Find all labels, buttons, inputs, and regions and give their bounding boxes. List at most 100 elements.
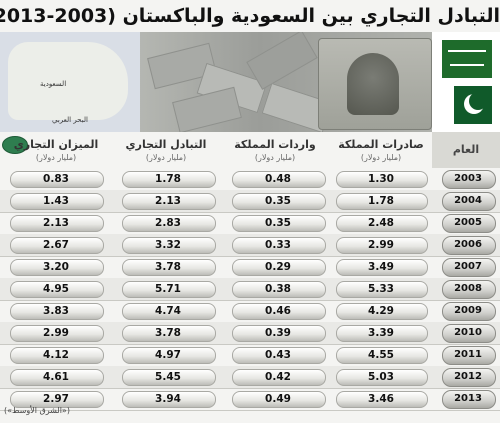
- cell-exports: 4.55: [368, 349, 394, 361]
- value-pill: [232, 325, 326, 342]
- year-pill: [442, 192, 496, 211]
- year-pill: [442, 258, 496, 277]
- table-row: 4.61 5.45 0.42 5.03 2012: [0, 366, 500, 389]
- cell-year: 2004: [454, 195, 482, 206]
- table-row: 2.97 3.94 0.49 3.46 2013: [0, 388, 500, 411]
- value-pill: [336, 193, 428, 210]
- cell-balance: 0.83: [43, 173, 69, 185]
- cell-exports: 3.46: [368, 393, 394, 405]
- value-pill: [232, 193, 326, 210]
- value-pill: [10, 391, 104, 408]
- flags-panel: [432, 32, 500, 132]
- cell-year: 2003: [454, 173, 482, 184]
- cell-year: 2005: [454, 217, 482, 228]
- cell-balance: 4.12: [43, 349, 69, 361]
- value-pill: [10, 347, 104, 364]
- year-pill: [442, 214, 496, 233]
- cell-imports: 0.35: [265, 217, 291, 229]
- cell-year: 2013: [454, 393, 482, 404]
- cell-balance: 4.95: [43, 283, 69, 295]
- map-label-saudi: السعودية: [40, 80, 67, 88]
- banknote-image: [172, 86, 242, 132]
- cell-balance: 1.43: [43, 195, 69, 207]
- value-pill: [232, 303, 326, 320]
- value-pill: [232, 259, 326, 276]
- map-label-sea: البحر العربي: [52, 116, 88, 124]
- cell-exports: 4.29: [368, 305, 394, 317]
- value-pill: [10, 193, 104, 210]
- cell-exports: 5.33: [368, 283, 394, 295]
- banknote-image: [246, 32, 318, 90]
- value-pill: [122, 281, 216, 298]
- value-pill: [336, 391, 428, 408]
- table-row: 1.43 2.13 0.35 1.78 2004: [0, 190, 500, 213]
- table-row: 2.13 2.83 0.35 2.48 2005: [0, 212, 500, 235]
- cell-exports: 2.48: [368, 217, 394, 229]
- value-pill: [10, 369, 104, 386]
- value-pill: [122, 237, 216, 254]
- cell-imports: 0.39: [265, 327, 291, 339]
- map-landmass: [8, 42, 128, 120]
- value-pill: [122, 391, 216, 408]
- table-row: 2.99 3.78 0.39 3.39 2010: [0, 322, 500, 345]
- table-row: 0.83 1.78 0.48 1.30 2003: [0, 168, 500, 191]
- value-pill: [122, 215, 216, 232]
- cell-imports: 0.35: [265, 195, 291, 207]
- value-pill: [122, 259, 216, 276]
- cell-imports: 0.29: [265, 261, 291, 273]
- cell-trade: 1.78: [155, 173, 181, 185]
- value-pill: [10, 303, 104, 320]
- king-portrait: [347, 53, 399, 115]
- saudi-flag-icon: [442, 40, 492, 78]
- year-pill: [442, 368, 496, 387]
- value-pill: [10, 171, 104, 188]
- cell-trade: 4.97: [155, 349, 181, 361]
- value-pill: [336, 325, 428, 342]
- value-pill: [232, 391, 326, 408]
- column-header-balance: الميزان التجاري (مليار دولار): [13, 138, 99, 162]
- value-pill: [336, 215, 428, 232]
- year-pill: [442, 346, 496, 365]
- value-pill: [336, 347, 428, 364]
- cell-imports: 0.48: [265, 173, 291, 185]
- value-pill: [122, 303, 216, 320]
- cell-year: 2007: [454, 261, 482, 272]
- chart-title: التبادل التجاري بين السعودية والباكستان …: [0, 5, 500, 27]
- cell-year: 2010: [454, 327, 482, 338]
- region-map: السعودية البحر العربي: [0, 32, 140, 132]
- value-pill: [336, 237, 428, 254]
- cell-year: 2006: [454, 239, 482, 250]
- table-row: 2.67 3.32 0.33 2.99 2006: [0, 234, 500, 257]
- cell-trade: 3.94: [155, 393, 181, 405]
- cell-balance: 4.61: [43, 371, 69, 383]
- value-pill: [232, 347, 326, 364]
- cell-exports: 3.39: [368, 327, 394, 339]
- value-pill: [10, 215, 104, 232]
- cell-exports: 1.30: [368, 173, 394, 185]
- table-row: 3.20 3.78 0.29 3.49 2007: [0, 256, 500, 279]
- cell-trade: 3.32: [155, 239, 181, 251]
- value-pill: [232, 237, 326, 254]
- pakistan-flag-icon: [442, 86, 492, 124]
- value-pill: [232, 369, 326, 386]
- cell-imports: 0.49: [265, 393, 291, 405]
- cell-imports: 0.46: [265, 305, 291, 317]
- year-pill: [442, 280, 496, 299]
- year-pill: [442, 236, 496, 255]
- cell-trade: 5.45: [155, 371, 181, 383]
- value-pill: [336, 303, 428, 320]
- cell-trade: 3.78: [155, 327, 181, 339]
- column-header-trade: التبادل التجاري (مليار دولار): [125, 138, 207, 162]
- value-pill: [336, 369, 428, 386]
- column-header-exports: صادرات المملكة (مليار دولار): [338, 138, 424, 162]
- year-pill: [442, 170, 496, 189]
- value-pill: [232, 281, 326, 298]
- cell-exports: 2.99: [368, 239, 394, 251]
- cell-balance: 2.67: [43, 239, 69, 251]
- cell-exports: 5.03: [368, 371, 394, 383]
- value-pill: [122, 369, 216, 386]
- value-pill: [122, 325, 216, 342]
- value-pill: [336, 281, 428, 298]
- cell-trade: 2.13: [155, 195, 181, 207]
- coin-icon: [2, 136, 28, 154]
